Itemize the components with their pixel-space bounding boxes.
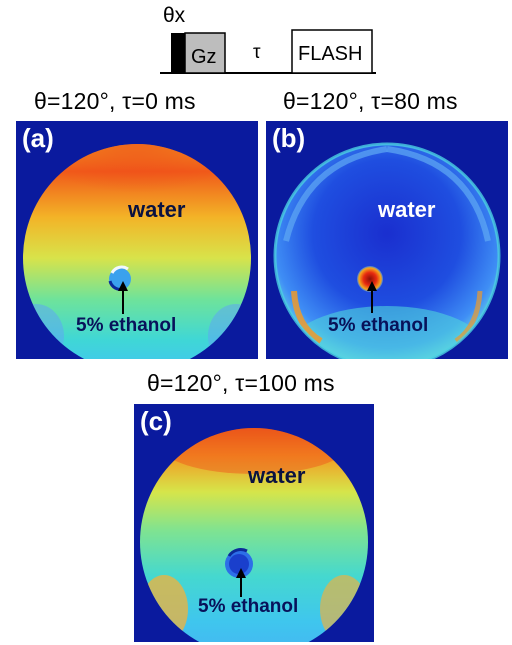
caption-c: θ=120°, τ=100 ms [147,370,335,396]
delay-label: τ [253,42,261,63]
ethanol-label-a: 5% ethanol [76,315,177,336]
rf-pulse-block [171,33,185,73]
phantom-image-a [16,121,258,359]
pulse-label: θx [163,4,186,27]
gradient-label: Gz [191,46,217,68]
image-panel-b: (b) water 5% ethanol [266,121,508,359]
image-panel-c: (c) water 5% ethanol [134,404,374,642]
panel-label-c: (c) [140,406,172,436]
caption-a: θ=120°, τ=0 ms [34,88,196,114]
caption-b: θ=120°, τ=80 ms [283,88,458,114]
gradient-block [184,32,226,74]
panel-label-a: (a) [22,123,54,153]
ethanol-label-c: 5% ethanol [198,596,299,617]
water-label-b: water [378,197,436,222]
phantom-image-c [134,404,374,642]
water-label-a: water [128,197,186,222]
readout-block [291,29,373,74]
phantom-image-b [266,121,508,359]
readout-label: FLASH [298,43,362,65]
image-panel-a: (a) water 5% ethanol [16,121,258,359]
water-label-c: water [248,463,306,488]
ethanol-label-b: 5% ethanol [328,315,429,336]
pulse-sequence-diagram: θx Gz τ FLASH [160,4,376,74]
panel-label-b: (b) [272,123,306,153]
